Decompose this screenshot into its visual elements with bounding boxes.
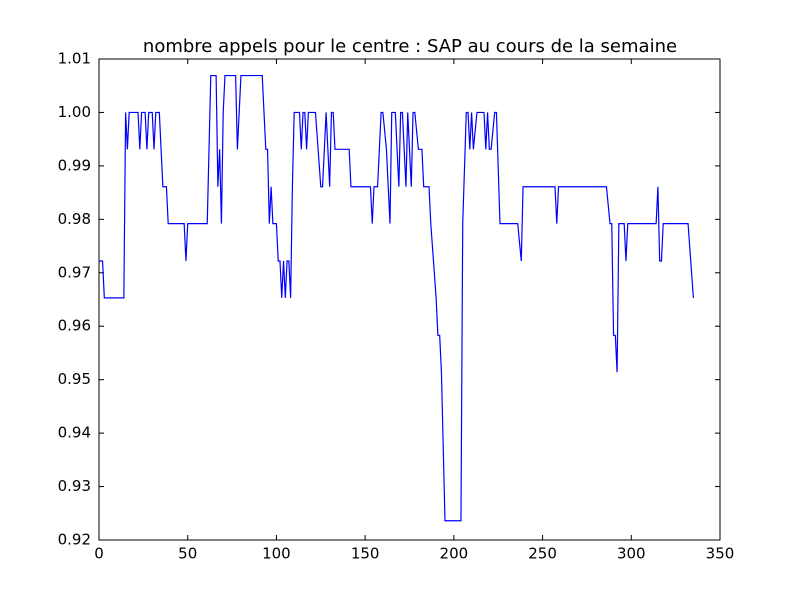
plot-frame: [98, 58, 721, 541]
y-tick-label: 0.97: [58, 263, 91, 281]
y-tick-label: 0.96: [58, 317, 91, 335]
x-tick-label: 50: [178, 545, 197, 563]
y-tick-label: 0.92: [58, 531, 91, 549]
x-tick-label: 0: [94, 545, 104, 563]
x-tick-label: 250: [528, 545, 557, 563]
y-tick-label: 0.95: [58, 370, 91, 388]
x-tick-label: 300: [617, 545, 646, 563]
chart-title: nombre appels pour le centre : SAP au co…: [143, 36, 677, 57]
x-tick-label: 150: [351, 545, 380, 563]
y-tick-label: 0.94: [58, 424, 91, 442]
x-tick-label: 350: [706, 545, 735, 563]
y-tick-label: 0.98: [58, 210, 91, 228]
x-tick-label: 200: [440, 545, 469, 563]
x-tick-label: 100: [262, 545, 291, 563]
y-tick-label: 0.93: [58, 477, 91, 495]
data-line: [99, 74, 694, 522]
y-tick-label: 1.00: [58, 103, 91, 121]
y-tick-label: 1.01: [58, 50, 91, 68]
y-tick-label: 0.99: [58, 156, 91, 174]
